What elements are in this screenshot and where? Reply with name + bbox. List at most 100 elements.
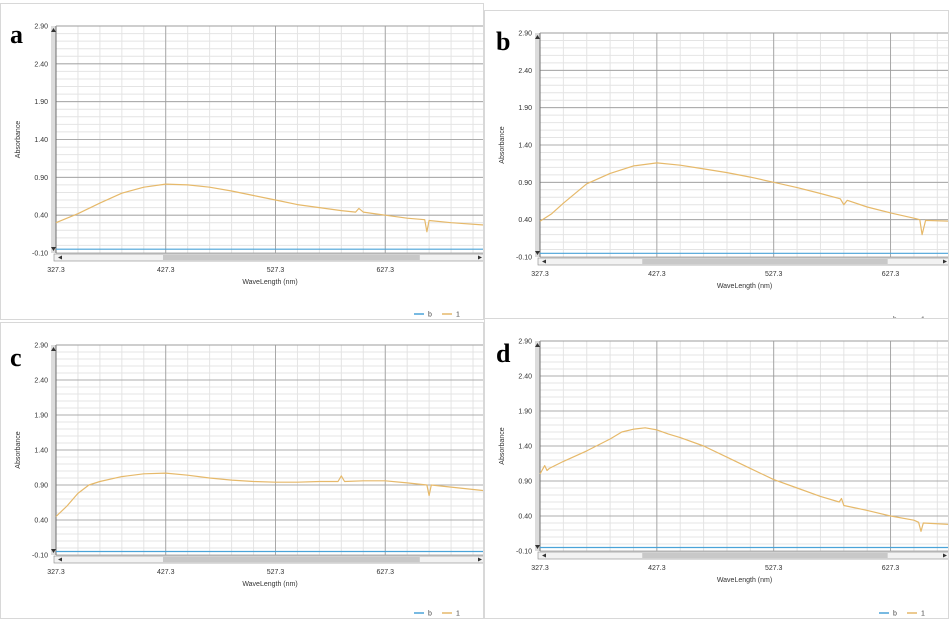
panel-label: b: [496, 27, 510, 56]
chart-panel-a: a -0.10 0.40 0.90 1.40 1.90 2.40 2.90 327.3 427.3…: [0, 3, 484, 320]
y-tick-label: 0.40: [34, 213, 48, 220]
x-tick-label: 627.3: [376, 569, 394, 576]
y-tick-label: 2.40: [34, 378, 48, 385]
panel-label: d: [496, 339, 511, 368]
x-tick-label: 527.3: [267, 569, 285, 576]
y-axis-title: Absorbance: [15, 431, 22, 468]
x-scroll-right-icon[interactable]: [478, 255, 482, 260]
y-tick-label: 1.90: [518, 105, 532, 112]
y-tick-label: 0.90: [34, 175, 48, 182]
x-axis-title: WaveLength (nm): [717, 577, 772, 584]
x-scroll-right-icon[interactable]: [943, 553, 947, 558]
y-scroll-up-icon[interactable]: [51, 28, 56, 32]
legend-label-b: b: [428, 611, 432, 618]
y-tick-label: 0.40: [518, 217, 532, 224]
x-tick-label: 427.3: [648, 271, 666, 278]
x-tick-label: 427.3: [648, 565, 666, 572]
y-scroll-down-icon[interactable]: [535, 251, 540, 255]
x-scroll-left-icon[interactable]: [542, 259, 546, 264]
y-scroll-up-icon[interactable]: [535, 35, 540, 39]
y-tick-label: 0.90: [34, 483, 48, 490]
y-axis-strip: [535, 341, 540, 551]
y-tick-label: 0.90: [518, 180, 532, 187]
x-scroll-left-icon[interactable]: [542, 553, 546, 558]
chart-svg: c -0.10 0.40 0.90 1.40 1.90 2.40 2.90 327.3 427.3…: [0, 322, 484, 619]
chart-panel-c: c -0.10 0.40 0.90 1.40 1.90 2.40 2.90 327.3 427.3…: [0, 322, 484, 619]
y-tick-label: 0.40: [518, 514, 532, 521]
y-tick-label: 1.40: [518, 444, 532, 451]
legend-label-1: 1: [921, 611, 925, 618]
x-tick-label: 327.3: [531, 271, 549, 278]
x-tick-label: 327.3: [47, 267, 65, 274]
x-scroll-right-icon[interactable]: [943, 259, 947, 264]
x-tick-label: 527.3: [765, 271, 783, 278]
legend-label-1: 1: [456, 611, 460, 618]
y-tick-label: 0.90: [518, 479, 532, 486]
y-scroll-down-icon[interactable]: [51, 549, 56, 553]
y-tick-label: 2.90: [518, 31, 532, 38]
series-line-1: [539, 162, 949, 236]
y-axis-strip: [51, 345, 56, 555]
y-axis-title: Absorbance: [499, 427, 506, 464]
panel-frame: [0, 3, 484, 320]
y-tick-label: 1.40: [34, 137, 48, 144]
legend-label-b: b: [428, 312, 432, 319]
x-scrollbar-thumb[interactable]: [163, 255, 420, 260]
y-tick-label: -0.10: [516, 255, 532, 262]
x-axis-title: WaveLength (nm): [242, 279, 297, 286]
chart-svg: b -0.10 0.40 0.90 1.40 1.90 2.40 2.90 327.3 427.3…: [484, 10, 949, 325]
y-tick-label: 1.90: [518, 409, 532, 416]
y-axis-strip: [535, 33, 540, 257]
y-scroll-down-icon[interactable]: [535, 545, 540, 549]
x-scroll-right-icon[interactable]: [478, 557, 482, 562]
x-tick-label: 427.3: [157, 267, 175, 274]
x-tick-label: 627.3: [882, 565, 900, 572]
x-scroll-left-icon[interactable]: [58, 557, 62, 562]
y-tick-label: 1.40: [518, 143, 532, 150]
x-scrollbar-thumb[interactable]: [642, 259, 888, 264]
legend-label-b: b: [893, 611, 897, 618]
chart-panel-d: d -0.10 0.40 0.90 1.40 1.90 2.40 2.90 327.3 427.3…: [484, 318, 949, 619]
panel-label: c: [10, 343, 22, 372]
x-tick-label: 527.3: [765, 565, 783, 572]
panel-frame: [484, 318, 949, 619]
y-axis-title: Absorbance: [15, 121, 22, 158]
x-tick-label: 427.3: [157, 569, 175, 576]
chart-svg: d -0.10 0.40 0.90 1.40 1.90 2.40 2.90 327.3 427.3…: [484, 318, 949, 619]
y-scroll-up-icon[interactable]: [535, 343, 540, 347]
y-tick-label: -0.10: [516, 549, 532, 556]
y-axis-title: Absorbance: [499, 126, 506, 163]
chart-svg: a -0.10 0.40 0.90 1.40 1.90 2.40 2.90 327.3 427.3…: [0, 3, 484, 320]
x-scrollbar-thumb[interactable]: [642, 553, 888, 558]
legend-label-1: 1: [456, 312, 460, 319]
y-scroll-up-icon[interactable]: [51, 347, 56, 351]
y-axis-strip: [51, 26, 56, 253]
y-tick-label: 1.90: [34, 413, 48, 420]
y-tick-label: 2.40: [518, 68, 532, 75]
x-tick-label: 627.3: [882, 271, 900, 278]
x-axis-title: WaveLength (nm): [242, 581, 297, 588]
series-line-1: [55, 472, 484, 517]
x-tick-label: 527.3: [267, 267, 285, 274]
y-tick-label: 2.90: [34, 343, 48, 350]
y-tick-label: 2.90: [518, 339, 532, 346]
x-tick-label: 327.3: [531, 565, 549, 572]
x-scroll-left-icon[interactable]: [58, 255, 62, 260]
y-tick-label: 2.40: [518, 374, 532, 381]
series-line-1: [539, 427, 949, 532]
x-scrollbar-thumb[interactable]: [163, 557, 420, 562]
y-tick-label: 2.90: [34, 24, 48, 31]
x-axis-title: WaveLength (nm): [717, 283, 772, 290]
chart-panel-b: b -0.10 0.40 0.90 1.40 1.90 2.40 2.90 327.3 427.3…: [484, 10, 949, 325]
y-tick-label: 0.40: [34, 518, 48, 525]
series-line-1: [55, 183, 484, 233]
y-tick-label: 1.90: [34, 99, 48, 106]
y-tick-label: -0.10: [32, 553, 48, 560]
y-tick-label: 2.40: [34, 61, 48, 68]
x-tick-label: 327.3: [47, 569, 65, 576]
x-tick-label: 627.3: [376, 267, 394, 274]
y-scroll-down-icon[interactable]: [51, 247, 56, 251]
y-tick-label: 1.40: [34, 448, 48, 455]
y-tick-label: -0.10: [32, 251, 48, 258]
panel-label: a: [10, 20, 23, 49]
